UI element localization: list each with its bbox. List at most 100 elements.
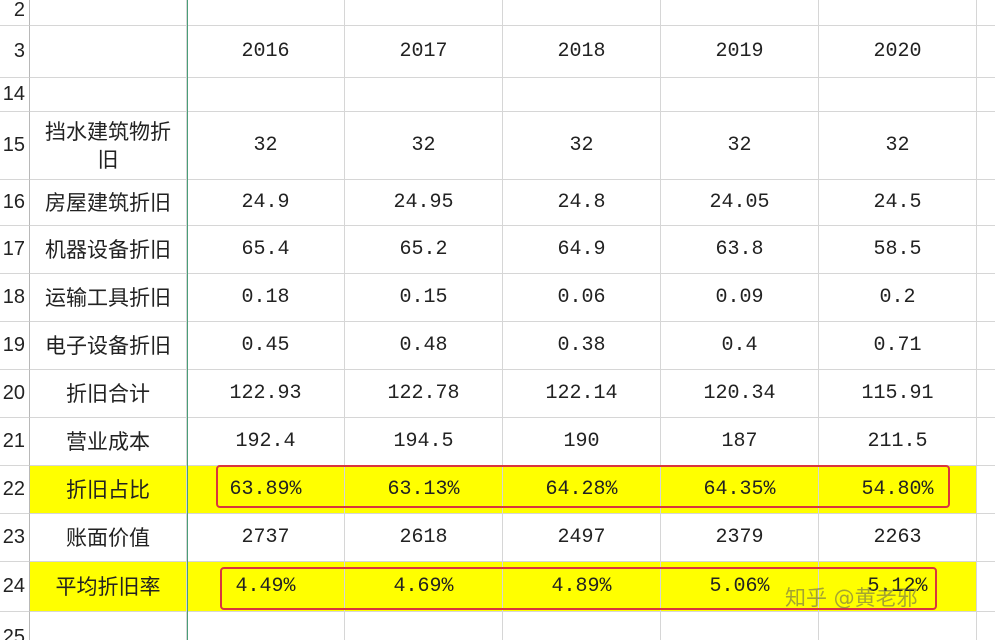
cell (187, 78, 345, 112)
value-cell: 4.49% (187, 562, 345, 612)
row-number: 2 (0, 0, 30, 26)
value-cell: 0.38 (503, 322, 661, 370)
value-cell: 0.15 (345, 274, 503, 322)
row-label: 机器设备折旧 (30, 226, 187, 274)
value-cell: 5.06% (661, 562, 819, 612)
value-cell: 24.8 (503, 180, 661, 226)
freeze-line (187, 0, 188, 640)
value-cell: 190 (503, 418, 661, 466)
row-number: 17 (0, 226, 30, 274)
cell (977, 274, 995, 322)
year-header: 2018 (503, 26, 661, 78)
value-cell: 2497 (503, 514, 661, 562)
row-number: 3 (0, 26, 30, 78)
cell (977, 370, 995, 418)
row-number: 19 (0, 322, 30, 370)
value-cell: 0.2 (819, 274, 977, 322)
watermark: 知乎 @黄老邪 (785, 586, 918, 610)
cell (819, 78, 977, 112)
cell (30, 78, 187, 112)
cell (187, 0, 345, 26)
row-number: 20 (0, 370, 30, 418)
cell (661, 0, 819, 26)
year-header: 2019 (661, 26, 819, 78)
row-label: 营业成本 (30, 418, 187, 466)
cell (977, 180, 995, 226)
cell (977, 562, 995, 612)
row-label: 折旧占比 (30, 466, 187, 514)
value-cell: 0.48 (345, 322, 503, 370)
cell (187, 612, 345, 640)
value-cell: 122.93 (187, 370, 345, 418)
cell (977, 26, 995, 78)
value-cell: 187 (661, 418, 819, 466)
value-cell: 32 (345, 112, 503, 180)
value-cell: 192.4 (187, 418, 345, 466)
cell (977, 514, 995, 562)
value-cell: 120.34 (661, 370, 819, 418)
highlight-box (220, 567, 937, 610)
row-number: 18 (0, 274, 30, 322)
row-label: 折旧合计 (30, 370, 187, 418)
year-header: 2016 (187, 26, 345, 78)
value-cell: 4.89% (503, 562, 661, 612)
cell (977, 322, 995, 370)
row-number: 23 (0, 514, 30, 562)
value-cell: 32 (187, 112, 345, 180)
row-label: 挡水建筑物折旧 (30, 112, 187, 180)
cell (977, 612, 995, 640)
row-label: 账面价值 (30, 514, 187, 562)
value-cell: 0.09 (661, 274, 819, 322)
value-cell: 0.18 (187, 274, 345, 322)
value-cell: 58.5 (819, 226, 977, 274)
value-cell: 24.95 (345, 180, 503, 226)
row-label: 电子设备折旧 (30, 322, 187, 370)
value-cell: 32 (819, 112, 977, 180)
value-cell: 65.2 (345, 226, 503, 274)
row-number: 24 (0, 562, 30, 612)
value-cell: 63.8 (661, 226, 819, 274)
value-cell: 0.45 (187, 322, 345, 370)
value-cell: 0.71 (819, 322, 977, 370)
value-cell: 122.14 (503, 370, 661, 418)
row-label: 平均折旧率 (30, 562, 187, 612)
cell (661, 78, 819, 112)
value-cell: 2379 (661, 514, 819, 562)
row-number: 21 (0, 418, 30, 466)
cell (503, 78, 661, 112)
row-number: 25 (0, 612, 30, 640)
cell (503, 612, 661, 640)
cell (30, 0, 187, 26)
cell (977, 78, 995, 112)
value-cell: 194.5 (345, 418, 503, 466)
value-cell: 122.78 (345, 370, 503, 418)
year-header: 2020 (819, 26, 977, 78)
cell (30, 26, 187, 78)
highlight-box (216, 465, 950, 508)
year-header: 2017 (345, 26, 503, 78)
cell (977, 418, 995, 466)
value-cell: 0.4 (661, 322, 819, 370)
row-number: 22 (0, 466, 30, 514)
value-cell: 4.69% (345, 562, 503, 612)
cell (345, 78, 503, 112)
value-cell: 32 (661, 112, 819, 180)
value-cell: 64.9 (503, 226, 661, 274)
cell (977, 226, 995, 274)
cell (503, 0, 661, 26)
cell (661, 612, 819, 640)
row-number: 15 (0, 112, 30, 180)
cell (819, 612, 977, 640)
value-cell: 2618 (345, 514, 503, 562)
cell (977, 112, 995, 180)
value-cell: 65.4 (187, 226, 345, 274)
value-cell: 24.05 (661, 180, 819, 226)
value-cell: 24.5 (819, 180, 977, 226)
row-label: 运输工具折旧 (30, 274, 187, 322)
row-number: 16 (0, 180, 30, 226)
value-cell: 32 (503, 112, 661, 180)
cell (30, 612, 187, 640)
cell (819, 0, 977, 26)
value-cell: 2263 (819, 514, 977, 562)
